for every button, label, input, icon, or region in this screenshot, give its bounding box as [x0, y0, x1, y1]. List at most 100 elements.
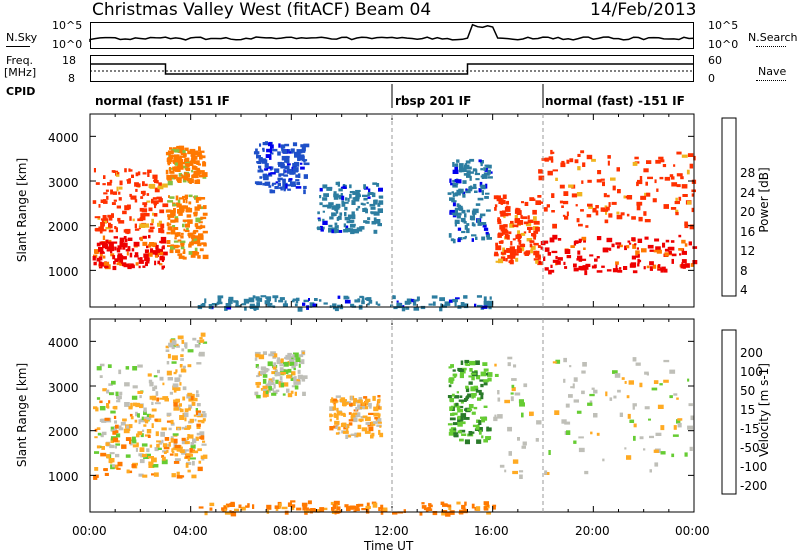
velocity-cell	[238, 504, 242, 509]
velocity-cell	[626, 455, 632, 460]
power-cell	[188, 150, 195, 154]
power-cell	[295, 299, 299, 304]
power-cell	[154, 260, 157, 266]
power-cell	[623, 195, 629, 199]
velocity-cell	[464, 359, 470, 364]
velocity-cell	[148, 456, 154, 459]
velocity-cell	[334, 504, 339, 507]
power-cell	[294, 154, 300, 158]
power-cell	[612, 185, 616, 191]
velocity-cell	[143, 418, 149, 422]
power-cell	[150, 223, 154, 226]
velocity-cell	[242, 506, 246, 510]
power-cell	[605, 206, 610, 211]
power-cell	[190, 254, 196, 258]
power-cell	[404, 300, 411, 305]
power-cell	[117, 258, 121, 264]
power-cell	[660, 268, 664, 273]
power-cell	[368, 188, 371, 194]
power-cell	[194, 247, 198, 253]
power-cell	[627, 240, 631, 243]
power-cell	[179, 149, 186, 154]
power-cell	[322, 218, 325, 222]
power-cell	[366, 201, 369, 204]
velocity-cell	[470, 372, 477, 375]
power-cell	[559, 184, 565, 189]
power-cell	[326, 204, 332, 207]
power-cell	[662, 242, 666, 248]
velocity-cell	[176, 475, 183, 479]
power-cell	[264, 141, 268, 146]
power-cell	[182, 178, 187, 183]
velocity-cell	[337, 426, 341, 431]
power-cell	[185, 167, 191, 171]
power-cell	[555, 177, 558, 181]
power-cell	[323, 302, 328, 305]
velocity-cell	[182, 386, 187, 391]
velocity-cell	[345, 401, 349, 405]
power-cell	[450, 238, 455, 242]
velocity-cell	[569, 365, 572, 368]
power-cell	[271, 166, 274, 170]
power-cell	[512, 224, 518, 228]
velocity-cell	[186, 453, 192, 456]
power-cell	[148, 207, 153, 212]
power-cell	[487, 176, 493, 179]
power-cell	[452, 298, 458, 303]
power-cell	[118, 197, 122, 201]
power-cell	[576, 218, 580, 223]
power-cell	[323, 193, 329, 197]
power-cell	[169, 147, 172, 150]
power-cell	[266, 148, 273, 153]
noise-left-tick-bottom: 10^0	[52, 38, 83, 51]
power-cell	[544, 267, 549, 271]
power-cell	[678, 196, 682, 201]
velocity-cell	[160, 431, 165, 437]
power-cell	[196, 170, 202, 175]
velocity-cell	[173, 388, 177, 393]
power-cell	[636, 205, 641, 211]
velocity-cell	[142, 429, 145, 432]
velocity-cell	[464, 501, 467, 506]
power-cell	[116, 247, 121, 253]
velocity-cell	[486, 511, 491, 515]
power-cell	[533, 242, 536, 245]
power-cell	[194, 223, 199, 227]
power-cell	[194, 240, 200, 245]
power-cell	[668, 250, 672, 255]
power-cell	[178, 172, 183, 177]
velocity-cell	[131, 395, 138, 400]
power-cell	[108, 239, 112, 242]
power-cell	[224, 306, 228, 311]
velocity-cell	[378, 507, 381, 511]
power-cell	[364, 297, 370, 300]
power-cell	[143, 253, 149, 258]
velocity-cell	[511, 384, 515, 388]
velocity-cell	[689, 446, 693, 451]
velocity-cell	[653, 380, 659, 384]
power-cell	[99, 261, 102, 266]
velocity-cell	[576, 410, 582, 414]
velocity-cell	[115, 391, 119, 396]
power-cell	[337, 304, 343, 307]
power-cell	[168, 195, 170, 198]
power-cell	[282, 182, 288, 188]
power-cell	[159, 209, 165, 214]
power-cell	[691, 207, 695, 213]
power-cell	[162, 251, 168, 256]
power-cell	[497, 217, 500, 220]
velocity-cell	[554, 410, 560, 415]
power-cell	[172, 167, 178, 172]
power-cell	[256, 302, 260, 307]
power-cell	[352, 214, 356, 220]
velocity-cell	[108, 383, 113, 386]
power-cell	[199, 174, 205, 178]
power-cell	[494, 207, 497, 211]
power-cell	[527, 226, 533, 230]
power-cell	[148, 234, 151, 239]
power-cell	[551, 151, 555, 154]
velocity-cell	[282, 393, 286, 396]
velocity-cell	[633, 423, 637, 428]
power-cell	[543, 256, 546, 261]
power-cell	[497, 233, 502, 238]
